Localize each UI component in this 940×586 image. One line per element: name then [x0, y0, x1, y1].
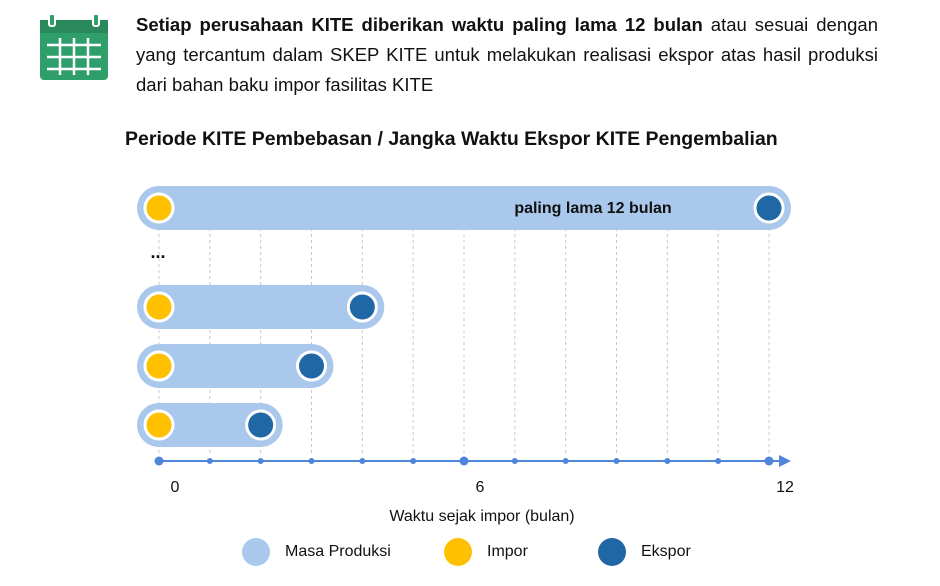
import-marker	[143, 409, 175, 441]
legend-swatch	[242, 538, 270, 566]
calendar-icon	[40, 13, 108, 80]
export-marker	[245, 409, 277, 441]
production-bar	[137, 285, 385, 329]
chart-title: Periode KITE Pembebasan / Jangka Waktu E…	[125, 128, 778, 150]
legend-label: Ekspor	[641, 543, 691, 560]
x-minor-tick	[257, 458, 264, 464]
x-minor-tick	[206, 458, 213, 464]
annotation: paling lama 12 bulan	[514, 200, 671, 217]
x-minor-tick	[562, 458, 569, 464]
legend-label: Masa Produksi	[285, 543, 391, 560]
legend-swatch	[444, 538, 472, 566]
x-tick-label: 6	[476, 479, 485, 496]
intro: Setiap perusahaan KITE diberikan waktu p…	[136, 10, 878, 100]
export-marker	[296, 350, 327, 382]
production-bar	[137, 344, 334, 388]
x-minor-tick	[511, 458, 518, 464]
annotation: ...	[150, 242, 165, 262]
legend-swatch	[598, 538, 626, 566]
x-axis-label: Waktu sejak impor (bulan)	[389, 508, 574, 525]
intro-bold: Setiap perusahaan KITE diberikan waktu p…	[136, 14, 703, 35]
x-minor-tick	[715, 458, 722, 464]
x-minor-tick	[664, 458, 671, 464]
x-axis-arrow	[779, 455, 791, 467]
x-tick-label: 12	[776, 479, 794, 496]
x-tick-label: 0	[171, 479, 180, 496]
x-minor-tick	[410, 458, 417, 464]
export-marker	[346, 291, 378, 323]
intro-rest: atau sesuai dengan yang tercantum dalam …	[136, 14, 879, 95]
x-minor-tick	[613, 458, 620, 464]
x-tick	[154, 456, 164, 466]
x-tick	[459, 456, 469, 466]
x-minor-tick	[359, 458, 366, 464]
export-marker	[753, 192, 785, 224]
x-tick	[764, 456, 774, 466]
import-marker	[143, 291, 175, 323]
import-marker	[143, 350, 175, 382]
import-marker	[143, 192, 175, 224]
production-bar	[137, 186, 791, 230]
legend-label: Impor	[487, 543, 529, 560]
production-bar	[137, 403, 283, 447]
x-minor-tick	[308, 458, 315, 464]
